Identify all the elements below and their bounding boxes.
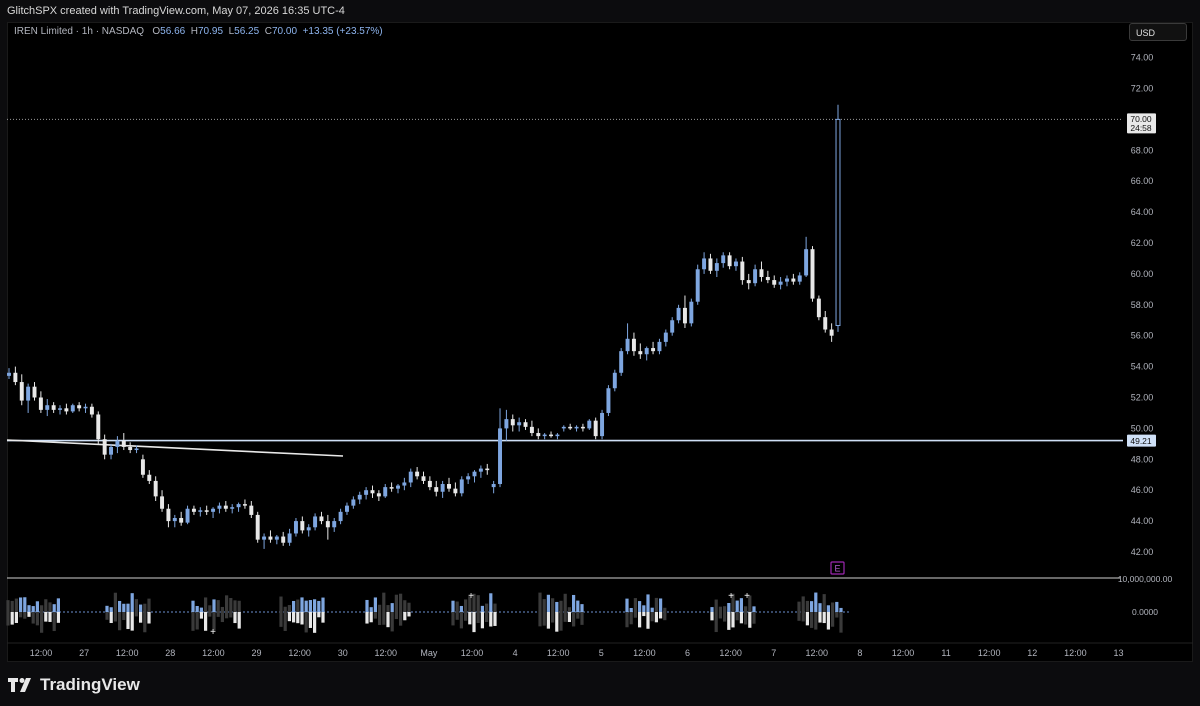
symbol-legend: IREN Limited · 1h · NASDAQ O56.66 H70.95…: [14, 26, 383, 37]
symbol-name: IREN Limited · 1h · NASDAQ: [14, 26, 145, 37]
close-value: 70.00: [271, 26, 298, 37]
high-label: H: [190, 26, 198, 37]
high-value: 70.95: [198, 26, 224, 37]
currency-button[interactable]: USD: [1129, 23, 1187, 41]
tradingview-logo-icon: [8, 678, 31, 692]
attribution-text: GlitchSPX created with TradingView.com, …: [7, 5, 345, 17]
low-label: L: [228, 26, 235, 37]
tradingview-brand[interactable]: TradingView: [8, 675, 140, 695]
change-value: +13.35 (+23.57%): [302, 26, 383, 37]
footer: [0, 662, 1200, 706]
chart-pane[interactable]: [7, 22, 1193, 662]
open-label: O: [152, 26, 161, 37]
open-value: 56.66: [160, 26, 186, 37]
tradingview-wordmark: TradingView: [40, 675, 140, 694]
close-label: C: [264, 26, 272, 37]
low-value: 56.25: [234, 26, 260, 37]
attribution-bar: GlitchSPX created with TradingView.com, …: [0, 0, 1200, 22]
